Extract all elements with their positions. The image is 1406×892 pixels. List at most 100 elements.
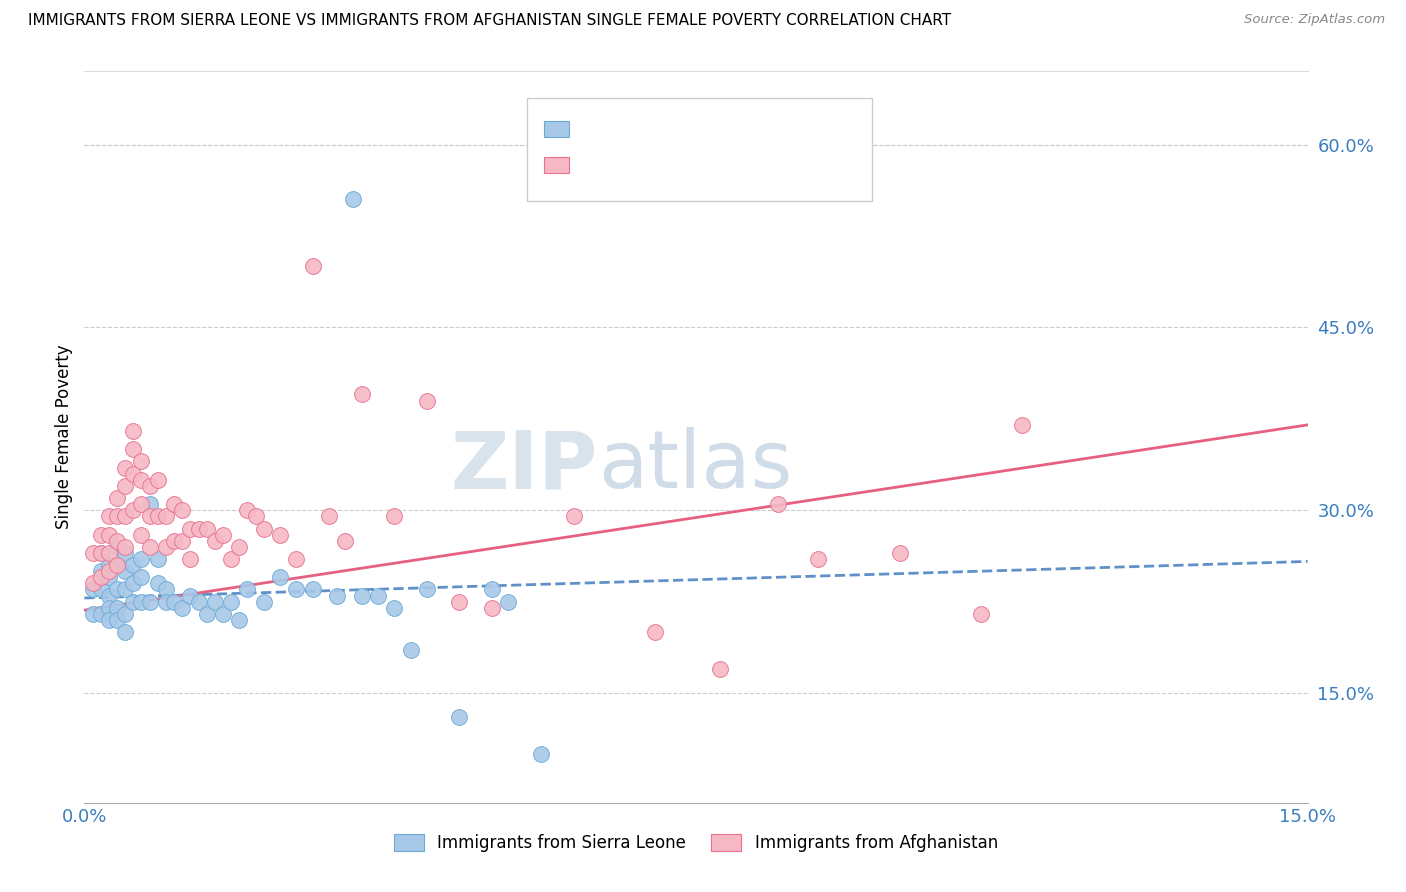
Point xyxy=(97,564,120,578)
Y-axis label: Single Female Poverty: Single Female Poverty xyxy=(55,345,73,529)
Point xyxy=(342,193,364,207)
Point xyxy=(350,387,373,401)
Text: atlas: atlas xyxy=(598,427,793,506)
Point xyxy=(253,594,276,608)
Point xyxy=(481,582,503,597)
Point xyxy=(416,582,439,597)
Point xyxy=(481,600,503,615)
Point xyxy=(195,607,218,621)
Point xyxy=(1011,417,1033,432)
Point xyxy=(131,527,153,541)
Point xyxy=(228,540,250,554)
Point xyxy=(82,576,104,591)
Point xyxy=(163,594,186,608)
Point xyxy=(122,576,145,591)
Point xyxy=(318,509,340,524)
Point xyxy=(146,576,169,591)
Point xyxy=(970,607,993,621)
Point xyxy=(138,594,160,608)
Point xyxy=(172,503,194,517)
Point xyxy=(236,503,259,517)
Point xyxy=(269,527,291,541)
Point xyxy=(105,558,128,573)
Point xyxy=(228,613,250,627)
Point xyxy=(114,540,136,554)
Point xyxy=(90,546,112,560)
Point xyxy=(399,643,422,657)
Point xyxy=(90,546,112,560)
Point xyxy=(253,521,276,535)
Point xyxy=(498,594,520,608)
Point xyxy=(122,467,145,481)
Point xyxy=(131,473,153,487)
Point xyxy=(97,570,120,584)
Point xyxy=(709,662,731,676)
Point xyxy=(131,454,153,468)
Point xyxy=(449,594,471,608)
Text: Source: ZipAtlas.com: Source: ZipAtlas.com xyxy=(1244,13,1385,27)
Point xyxy=(285,582,308,597)
Point xyxy=(382,509,405,524)
Point xyxy=(416,393,439,408)
Point xyxy=(82,546,104,560)
Point xyxy=(138,509,160,524)
Point xyxy=(172,600,194,615)
Point xyxy=(105,600,128,615)
Point xyxy=(105,533,128,548)
Point xyxy=(105,582,128,597)
Point xyxy=(146,473,169,487)
Point xyxy=(146,552,169,566)
Point xyxy=(172,533,194,548)
Point xyxy=(114,607,136,621)
Point xyxy=(766,497,789,511)
Point xyxy=(131,497,153,511)
Point xyxy=(155,540,177,554)
Point xyxy=(285,552,308,566)
Point xyxy=(179,552,201,566)
Point xyxy=(90,582,112,597)
Point xyxy=(644,625,666,640)
Point xyxy=(179,589,201,603)
Point xyxy=(97,527,120,541)
Point xyxy=(90,527,112,541)
Point xyxy=(114,564,136,578)
Point xyxy=(326,589,349,603)
Point xyxy=(105,509,128,524)
Point xyxy=(122,442,145,457)
Text: IMMIGRANTS FROM SIERRA LEONE VS IMMIGRANTS FROM AFGHANISTAN SINGLE FEMALE POVERT: IMMIGRANTS FROM SIERRA LEONE VS IMMIGRAN… xyxy=(28,13,952,29)
Point xyxy=(204,594,226,608)
Point xyxy=(155,582,177,597)
Point xyxy=(90,607,112,621)
Point xyxy=(105,491,128,505)
Point xyxy=(97,558,120,573)
Point xyxy=(219,594,242,608)
Point xyxy=(889,546,911,560)
Point xyxy=(212,607,235,621)
Point xyxy=(146,509,169,524)
Point xyxy=(367,589,389,603)
Point xyxy=(155,594,177,608)
Point xyxy=(335,533,357,548)
Point xyxy=(97,600,120,615)
Point xyxy=(82,607,104,621)
Point xyxy=(122,594,145,608)
Point xyxy=(155,509,177,524)
Point xyxy=(105,613,128,627)
Point xyxy=(301,260,323,274)
Point xyxy=(97,613,120,627)
Point xyxy=(269,570,291,584)
Point xyxy=(807,552,830,566)
Text: R = 0.325: R = 0.325 xyxy=(583,156,673,174)
Point xyxy=(97,589,120,603)
Text: N = 65: N = 65 xyxy=(703,156,770,174)
Point xyxy=(122,503,145,517)
Point xyxy=(114,625,136,640)
Point xyxy=(97,546,120,560)
Text: N = 58: N = 58 xyxy=(703,120,770,138)
Point xyxy=(122,558,145,573)
Point xyxy=(131,594,153,608)
Point xyxy=(382,600,405,615)
Point xyxy=(105,558,128,573)
Point xyxy=(195,521,218,535)
Text: R = 0.077: R = 0.077 xyxy=(583,120,673,138)
